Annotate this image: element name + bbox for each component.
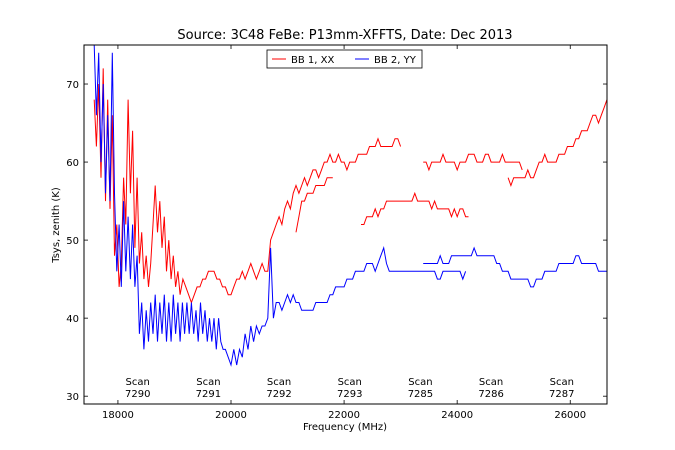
x-tick-label: 18000 (102, 410, 134, 421)
scan-annotation-line: Scan (267, 377, 291, 388)
series-layer (93, 44, 608, 367)
scan-annotation-line: Scan (479, 377, 503, 388)
chart-title: Source: 3C48 FeBe: P13mm-XFFTS, Date: De… (177, 28, 512, 43)
ticks-layer: 18000 20000 22000 24000 26000 30 40 50 60 70 (66, 45, 607, 421)
scan-annotation-line: Scan (408, 377, 432, 388)
scan-annotation-line: 7292 (266, 389, 291, 400)
plot-frame (83, 44, 608, 405)
series-2-line-segment-2 (423, 246, 607, 288)
scan-annotation-line: Scan (126, 377, 150, 388)
x-axis-label: Frequency (MHz) (303, 422, 387, 433)
scan-annotation-line: Scan (338, 377, 362, 388)
series-1-line-segment-2 (295, 177, 333, 233)
scan-annotation-line: Scan (550, 377, 574, 388)
y-tick-label: 40 (66, 314, 79, 325)
x-tick-label: 20000 (215, 410, 247, 421)
scan-labels: Scan7290Scan7291Scan7292Scan7293Scan7285… (125, 377, 575, 400)
y-tick-label: 30 (66, 392, 79, 403)
series-1-line-segment-5 (507, 99, 608, 187)
scan-annotation-line: 7286 (478, 389, 503, 400)
x-tick-label: 22000 (328, 410, 360, 421)
series-1-line-segment-1 (93, 68, 402, 304)
y-axis-label: Tsys, zenith (K) (51, 187, 62, 264)
scan-annotation-line: 7285 (408, 389, 433, 400)
scan-annotation-line: 7287 (549, 389, 574, 400)
series-1-line-segment-3 (361, 191, 469, 225)
y-tick-label: 70 (66, 80, 79, 91)
scan-annotation-line: Scan (196, 377, 220, 388)
y-tick-label: 50 (66, 236, 79, 247)
y-tick-label: 60 (66, 158, 79, 169)
legend-box (266, 49, 423, 69)
legend: BB 1, XX BB 2, YY (266, 49, 423, 69)
series-1-line-segment-4 (423, 152, 523, 172)
scan-annotation-line: 7293 (337, 389, 362, 400)
scan-annotation-line: 7290 (125, 389, 150, 400)
legend-label-1: BB 1, XX (291, 55, 334, 66)
series-2-line-segment-1 (93, 44, 467, 367)
scan-annotation-line: 7291 (196, 389, 221, 400)
x-tick-label: 24000 (441, 410, 473, 421)
legend-label-2: BB 2, YY (374, 55, 417, 66)
x-tick-label: 26000 (554, 410, 586, 421)
